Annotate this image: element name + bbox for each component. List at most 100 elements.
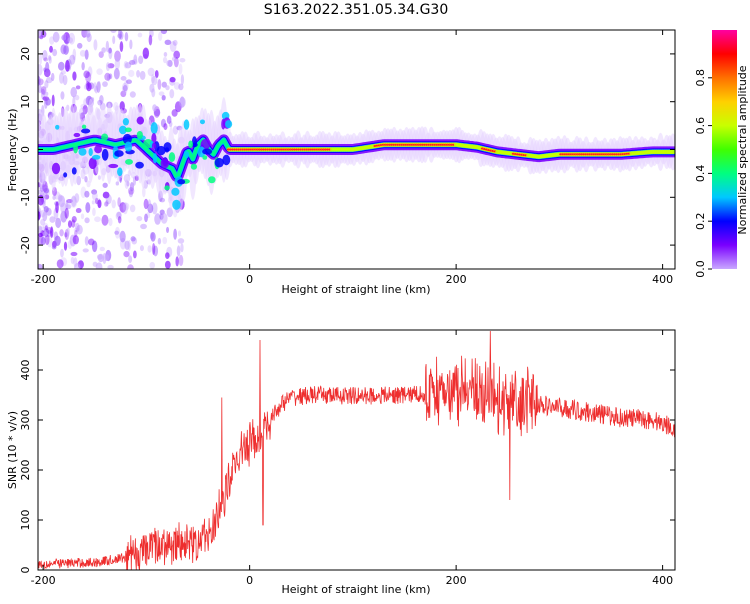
heatmap-cell: [76, 224, 83, 235]
spectrogram-x-tick-label: -200: [31, 273, 56, 286]
heatmap-cell: [45, 207, 52, 216]
heatmap-cell: [139, 70, 146, 81]
heatmap-cell: [108, 73, 113, 80]
heatmap-cell: [127, 187, 135, 195]
colorbar-label: Normalized spectral amplitude: [736, 65, 749, 234]
heatmap-cell: [202, 148, 213, 155]
heatmap-cell: [118, 125, 127, 135]
heatmap-cell: [38, 263, 43, 269]
heatmap-cell: [42, 211, 48, 222]
heatmap-cell: [38, 232, 43, 238]
heatmap-cell: [165, 85, 170, 91]
heatmap-cell: [38, 64, 43, 76]
heatmap-cell: [159, 197, 166, 203]
snr-y-tick-label: 0: [19, 567, 32, 574]
heatmap-cell: [131, 237, 138, 245]
heatmap-cell: [60, 91, 65, 100]
heatmap-cell: [129, 91, 136, 98]
colorbar-tick-label: 0.0: [694, 260, 707, 278]
heatmap-cell: [82, 248, 89, 253]
heatmap-cell: [111, 199, 116, 209]
heatmap-cell: [85, 202, 91, 213]
heatmap-cell: [96, 68, 103, 75]
heatmap-cell: [222, 154, 231, 166]
heatmap-cell: [173, 228, 177, 240]
heatmap-cell: [120, 90, 127, 98]
heatmap-cell: [63, 241, 68, 251]
heatmap-cell: [40, 236, 46, 246]
heatmap-cell: [64, 228, 70, 241]
heatmap-cell: [107, 73, 111, 82]
heatmap-cell: [98, 51, 104, 58]
snr-y-tick-label: 300: [19, 410, 32, 431]
heatmap-cell: [166, 207, 173, 218]
heatmap-cell: [52, 48, 58, 57]
heatmap-cell: [122, 202, 130, 211]
heatmap-cell: [128, 69, 135, 78]
heatmap-cell: [48, 55, 52, 64]
heatmap-cell: [60, 202, 67, 214]
heatmap-cell: [150, 74, 155, 84]
heatmap-cell: [168, 152, 176, 163]
heatmap-cell: [108, 217, 113, 227]
heatmap-cell: [122, 85, 128, 92]
heatmap-cell: [49, 36, 55, 45]
heatmap-cell: [83, 84, 88, 90]
snr-y-tick-label: 400: [19, 360, 32, 381]
heatmap-cell: [180, 243, 184, 253]
heatmap-cell: [75, 85, 81, 90]
heatmap-cell: [103, 201, 109, 207]
heatmap-cell: [76, 175, 82, 186]
heatmap-cell: [72, 71, 77, 81]
heatmap-cell: [125, 159, 133, 165]
heatmap-cell: [149, 83, 155, 93]
heatmap-cell: [176, 245, 181, 257]
heatmap-cell: [172, 39, 178, 46]
heatmap-cell: [119, 230, 126, 243]
heatmap-cell: [65, 204, 72, 210]
heatmap-cell: [74, 94, 80, 101]
heatmap-cell: [113, 68, 120, 80]
heatmap-cell: [124, 127, 132, 133]
heatmap-cell: [55, 201, 59, 214]
snr-y-tick-label: 100: [19, 510, 32, 531]
heatmap-cell: [97, 99, 103, 106]
figure-title: S163.2022.351.05.34.G30: [264, 2, 449, 18]
heatmap-cell: [69, 54, 76, 65]
heatmap-cell: [59, 229, 64, 237]
heatmap-cell: [151, 202, 158, 215]
heatmap-cell: [171, 187, 180, 196]
heatmap-cell: [43, 187, 50, 194]
colorbar-tick-label: 0.8: [694, 69, 707, 87]
heatmap-cell: [84, 176, 88, 183]
heatmap-cell: [199, 119, 206, 125]
heatmap-cell: [66, 227, 70, 237]
heatmap-cell: [43, 206, 49, 213]
heatmap-cell: [104, 254, 110, 262]
snr-x-tick-label: 200: [446, 574, 467, 587]
heatmap-cell: [38, 30, 44, 39]
spectrogram-y-tick-label: 0: [19, 146, 32, 153]
heatmap-cell: [169, 40, 177, 53]
heatmap-cell: [38, 53, 43, 65]
heatmap-cell: [55, 217, 62, 229]
heatmap-cell: [121, 82, 128, 95]
heatmap-cell: [67, 240, 73, 249]
heatmap-cell: [67, 37, 74, 44]
heatmap-cell: [44, 234, 50, 246]
heatmap-cell: [65, 200, 71, 209]
snr-x-tick-label: 400: [652, 574, 673, 587]
spectrogram-y-ticks: -20 -10 0 10 20: [19, 47, 675, 254]
heatmap-cell: [114, 226, 121, 239]
heatmap-cell: [92, 207, 96, 217]
heatmap-cell: [58, 72, 65, 84]
heatmap-cell: [67, 220, 72, 228]
heatmap-cell: [178, 63, 183, 75]
heatmap-cell: [88, 148, 93, 157]
heatmap-cell: [177, 238, 185, 244]
heatmap-cell: [126, 181, 130, 187]
heatmap-cell: [49, 216, 56, 223]
heatmap-cell: [85, 82, 92, 92]
heatmap-cell: [133, 250, 137, 259]
